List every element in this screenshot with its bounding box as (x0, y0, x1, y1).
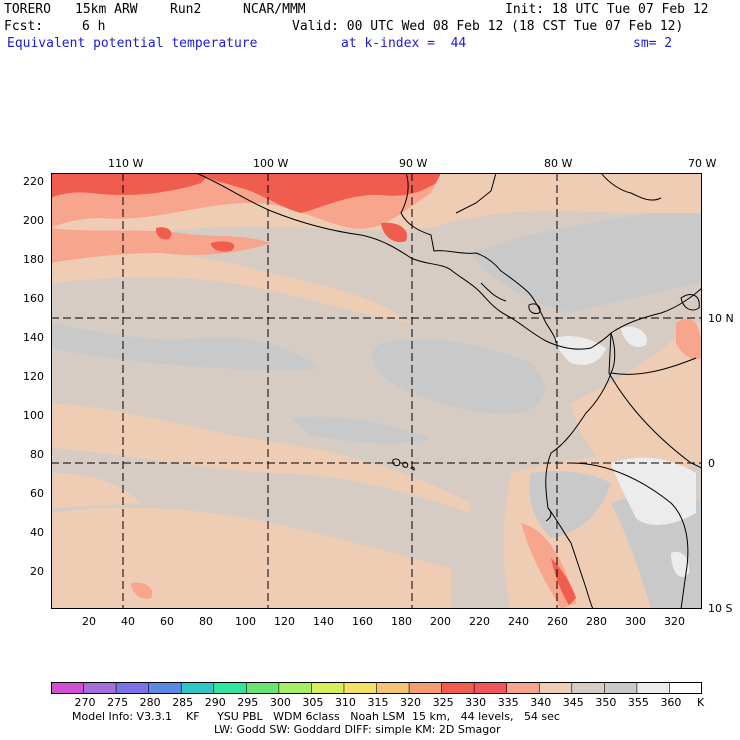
colorbar-swatch (83, 682, 117, 694)
x-tick-140: 140 (313, 615, 334, 628)
colorbar-label: 290 (204, 696, 226, 709)
y-tick-220: 220 (23, 175, 44, 188)
physics-info: LW: Godd SW: Goddard DIFF: simple KM: 2D… (214, 723, 501, 736)
colorbar-label: 270 (74, 696, 96, 709)
colorbar-label: 280 (139, 696, 161, 709)
x-tick-160: 160 (352, 615, 373, 628)
map-frame (51, 173, 702, 609)
y-tick-60: 60 (30, 487, 44, 500)
valid-time: Valid: 00 UTC Wed 08 Feb 12 (18 CST Tue … (292, 19, 684, 34)
x-tick-200: 200 (430, 615, 451, 628)
y-tick-100: 100 (23, 409, 44, 422)
theta-e-map (51, 173, 702, 609)
colorbar-label: 295 (237, 696, 259, 709)
x-tick-280: 280 (586, 615, 607, 628)
forecast-hours: 6 h (82, 19, 106, 34)
colorbar-swatch (571, 682, 606, 694)
level-label: at k-index = 44 (341, 36, 467, 51)
colorbar-label: 305 (302, 696, 324, 709)
y-tick-80: 80 (30, 448, 44, 461)
org-label: NCAR/MMM (243, 2, 306, 17)
colorbar-swatch (246, 682, 280, 694)
x-tick-220: 220 (469, 615, 490, 628)
latlon-grid (51, 173, 702, 609)
colorbar-swatch (408, 682, 443, 694)
colorbar-label: 340 (530, 696, 552, 709)
colorbar-label: 285 (172, 696, 194, 709)
colorbar-swatch (473, 682, 508, 694)
init-time: Init: 18 UTC Tue 07 Feb 12 (505, 2, 709, 17)
x-tick-260: 260 (547, 615, 568, 628)
lon-label-100w: 100 W (253, 157, 289, 170)
y-tick-120: 120 (23, 370, 44, 383)
y-tick-40: 40 (30, 526, 44, 539)
colorbar-label: 300 (269, 696, 291, 709)
run-label: Run2 (170, 2, 202, 17)
coastlines (195, 173, 702, 609)
forecast-label: Fcst: (4, 19, 44, 34)
colorbar-label: 330 (465, 696, 487, 709)
y-tick-20: 20 (30, 565, 44, 578)
model-resolution: 15km ARW (75, 2, 138, 17)
y-tick-140: 140 (23, 331, 44, 344)
lon-label-70w: 70 W (688, 157, 717, 170)
lat-label-0: 0 (708, 457, 715, 470)
x-tick-300: 300 (625, 615, 646, 628)
field-shading (51, 173, 702, 609)
colorbar-swatch (213, 682, 248, 694)
model-name: TORERO (4, 2, 51, 17)
lon-label-80w: 80 W (544, 157, 573, 170)
colorbar-label: 315 (367, 696, 389, 709)
model-info: Model Info: V3.3.1 KF YSU PBL WDM 6class… (72, 710, 560, 723)
colorbar-label: 360 (660, 696, 682, 709)
x-tick-40: 40 (121, 615, 135, 628)
x-tick-320: 320 (664, 615, 685, 628)
x-tick-180: 180 (391, 615, 412, 628)
colorbar-label: 345 (562, 696, 584, 709)
x-tick-120: 120 (274, 615, 295, 628)
colorbar-label: 325 (432, 696, 454, 709)
lon-label-90w: 90 W (399, 157, 428, 170)
smoothing-label: sm= 2 (633, 36, 673, 51)
x-tick-60: 60 (160, 615, 174, 628)
lat-label-10s: 10 S (708, 602, 733, 615)
x-tick-240: 240 (508, 615, 529, 628)
colorbar-swatch (636, 682, 671, 694)
colorbar-swatch (311, 682, 345, 694)
lon-label-110w: 110 W (108, 157, 144, 170)
colorbar-label: 350 (595, 696, 617, 709)
colorbar-swatch (441, 682, 475, 694)
colorbar-swatch (278, 682, 313, 694)
colorbar-swatch (538, 682, 573, 694)
x-tick-100: 100 (235, 615, 256, 628)
colorbar-swatch (115, 682, 150, 694)
colorbar-unit: K (697, 696, 705, 709)
x-tick-80: 80 (199, 615, 213, 628)
field-name: Equivalent potential temperature (7, 36, 258, 51)
colorbar-swatch (343, 682, 378, 694)
colorbar-label: 355 (627, 696, 649, 709)
colorbar-swatch (669, 682, 702, 694)
y-tick-180: 180 (23, 253, 44, 266)
x-tick-20: 20 (82, 615, 96, 628)
y-tick-160: 160 (23, 292, 44, 305)
colorbar-swatch (51, 682, 85, 694)
colorbar (51, 682, 702, 694)
y-tick-200: 200 (23, 214, 44, 227)
colorbar-swatch (376, 682, 410, 694)
colorbar-swatch (506, 682, 541, 694)
colorbar-label: 310 (334, 696, 356, 709)
colorbar-label: 320 (400, 696, 422, 709)
colorbar-swatch (604, 682, 638, 694)
lat-label-10n: 10 N (708, 312, 734, 325)
colorbar-label: 335 (497, 696, 519, 709)
colorbar-swatch (180, 682, 215, 694)
colorbar-swatch (148, 682, 183, 694)
colorbar-label: 275 (107, 696, 129, 709)
